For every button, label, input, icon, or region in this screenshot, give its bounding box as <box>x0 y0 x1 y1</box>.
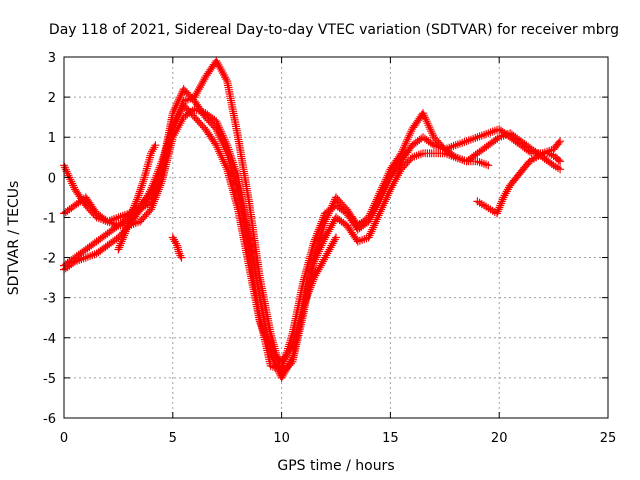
x-tick-label: 25 <box>600 431 617 446</box>
series-markers <box>59 101 341 366</box>
y-tick-label: -5 <box>43 372 56 387</box>
series-markers <box>473 149 565 218</box>
series-4 <box>59 101 341 366</box>
y-axis-label: SDTVAR / TECUs <box>6 181 22 296</box>
series-markers <box>168 233 186 262</box>
plot-frame <box>63 56 609 419</box>
y-tick-label: -4 <box>43 332 56 347</box>
axis-ticks: 0 5 10 15 20 25 -6 -5 -4 -3 -2 -1 0 1 2 3 <box>43 51 616 446</box>
x-axis-label: GPS time / hours <box>277 458 394 474</box>
x-tick-label: 5 <box>169 431 177 446</box>
y-tick-label: -2 <box>43 252 56 267</box>
x-tick-label: 0 <box>60 431 68 446</box>
series-6 <box>168 233 186 262</box>
y-tick-label: 3 <box>48 51 56 66</box>
series-5 <box>473 149 565 218</box>
y-tick-label: 0 <box>48 171 56 186</box>
data-series <box>59 56 565 382</box>
x-tick-label: 20 <box>491 431 508 446</box>
series-markers <box>59 85 565 374</box>
series-7 <box>114 141 160 254</box>
y-tick-label: -6 <box>43 412 56 427</box>
x-tick-label: 15 <box>382 431 399 446</box>
series-markers <box>114 141 160 254</box>
grid-lines <box>64 57 608 418</box>
chart-title: Day 118 of 2021, Sidereal Day-to-day VTE… <box>49 22 619 38</box>
x-tick-label: 10 <box>273 431 290 446</box>
y-tick-label: 1 <box>48 131 56 146</box>
y-tick-label: -3 <box>43 292 56 307</box>
series-3 <box>59 85 565 374</box>
y-tick-label: -1 <box>43 211 56 226</box>
y-tick-label: 2 <box>48 91 56 106</box>
